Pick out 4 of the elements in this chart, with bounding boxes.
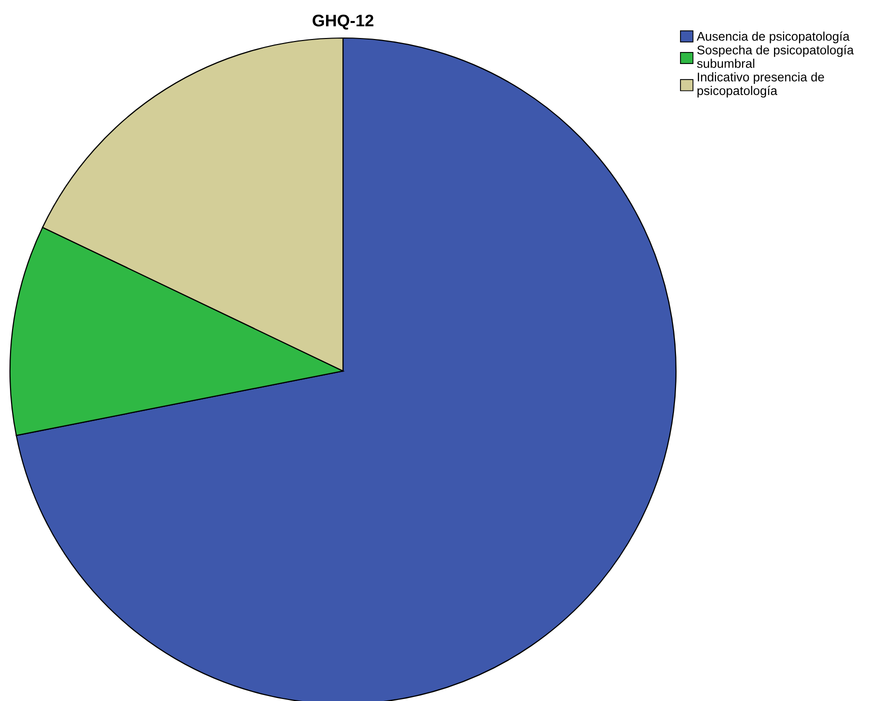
chart-title: GHQ-12 xyxy=(312,14,374,30)
legend-label: Sospecha de psicopatología subumbral xyxy=(697,45,854,68)
legend-label: Indicativo presencia de psicopatología xyxy=(698,72,824,98)
legend-label: Ausencia de psicopatología xyxy=(696,31,850,44)
